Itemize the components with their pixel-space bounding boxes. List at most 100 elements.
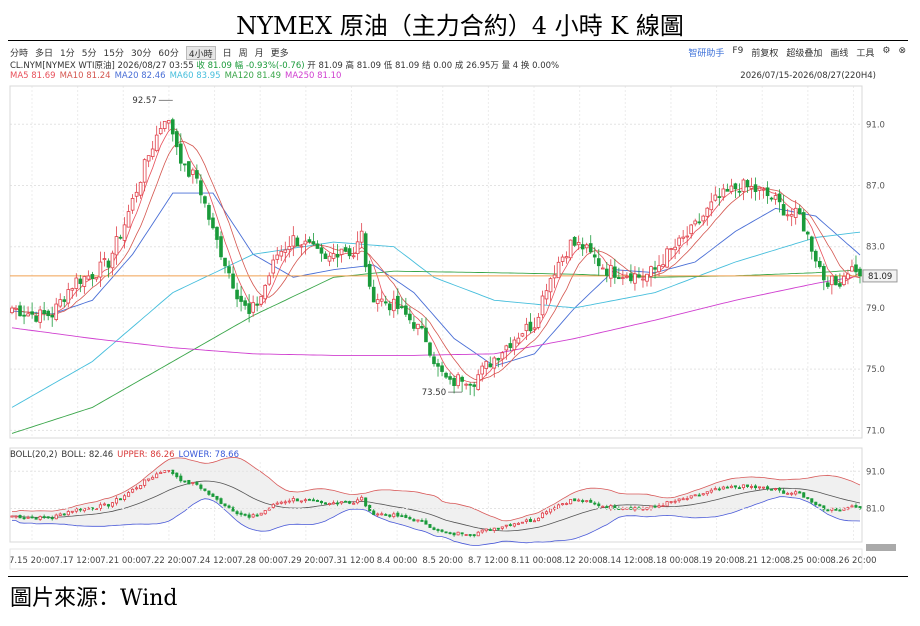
boll-candle-body-80 xyxy=(332,503,334,504)
candle-body-91 xyxy=(376,300,379,304)
boll-candle-body-200 xyxy=(815,502,817,504)
candle-body-171 xyxy=(698,222,701,223)
boll-candle-body-24 xyxy=(107,505,109,507)
boll-candle-body-178 xyxy=(726,487,728,488)
boll-candle-body-203 xyxy=(827,510,829,511)
boll-candle-body-160 xyxy=(654,506,656,507)
candle-body-156 xyxy=(638,275,641,277)
x-tick-16: 8.21 12:00 xyxy=(739,556,785,566)
boll-candle-body-46 xyxy=(196,483,198,485)
candle-body-63 xyxy=(264,285,267,298)
candle-body-13 xyxy=(63,300,66,302)
candle-body-110 xyxy=(453,378,456,385)
boll-candle-body-74 xyxy=(308,499,310,500)
boll-candle-body-23 xyxy=(103,504,105,505)
boll-candle-body-174 xyxy=(710,490,712,492)
boll-candle-body-197 xyxy=(803,493,805,498)
candle-body-120 xyxy=(493,358,496,368)
boll-candle-body-26 xyxy=(115,499,117,503)
candle-body-131 xyxy=(537,317,540,327)
boll-candle-body-3 xyxy=(23,518,25,519)
boll-candle-body-109 xyxy=(449,533,451,534)
boll-candle-body-79 xyxy=(328,503,330,504)
candle-body-41 xyxy=(175,132,178,147)
x-tick-7: 7.31 12:00 xyxy=(328,556,374,566)
candle-body-138 xyxy=(565,257,568,258)
candle-body-9 xyxy=(47,311,50,315)
boll-candle-body-71 xyxy=(296,499,298,501)
candle-body-96 xyxy=(396,296,399,308)
boll-candle-body-92 xyxy=(381,514,383,515)
boll-candle-body-131 xyxy=(537,518,539,520)
candle-body-164 xyxy=(670,249,673,250)
boll-candle-body-117 xyxy=(481,530,483,532)
x-tick-5: 7.28 00:00 xyxy=(237,556,283,566)
candle-body-107 xyxy=(441,366,444,372)
candle-body-106 xyxy=(437,364,440,367)
candle-body-50 xyxy=(212,218,215,228)
boll-candle-body-12 xyxy=(59,514,61,516)
candle-body-103 xyxy=(425,328,428,342)
boll-candle-body-43 xyxy=(184,481,186,482)
candle-body-199 xyxy=(810,237,813,251)
boll-candle-body-198 xyxy=(807,498,809,499)
boll-candle-body-68 xyxy=(284,502,286,503)
candle-body-23 xyxy=(103,259,106,260)
candle-body-139 xyxy=(569,240,572,258)
candle-body-94 xyxy=(388,304,391,310)
candle-body-203 xyxy=(826,283,829,287)
candle-body-119 xyxy=(489,364,492,367)
boll-candle-body-120 xyxy=(493,528,495,530)
candle-body-126 xyxy=(517,338,520,343)
candle-body-211 xyxy=(859,269,862,276)
candle-body-22 xyxy=(99,262,102,277)
boll-candle-body-193 xyxy=(787,493,789,494)
boll-candle-body-192 xyxy=(783,491,785,494)
candle-body-190 xyxy=(774,196,777,200)
candle-body-64 xyxy=(268,276,271,284)
ma-line-ma20 xyxy=(12,193,860,366)
candle-body-112 xyxy=(461,377,464,381)
boll-candle-body-86 xyxy=(357,500,359,503)
boll-candle-body-25 xyxy=(111,503,113,507)
boll-candle-body-133 xyxy=(545,512,547,514)
candle-body-141 xyxy=(577,242,580,244)
candle-body-201 xyxy=(818,261,821,266)
boll-candle-body-97 xyxy=(401,516,403,517)
candle-body-97 xyxy=(400,307,403,308)
last-price-label: 81.09 xyxy=(868,272,892,282)
candle-body-58 xyxy=(244,301,247,306)
x-tick-8: 8.4 00:00 xyxy=(377,556,418,566)
boll-candle-body-157 xyxy=(642,509,644,510)
boll-candle-body-85 xyxy=(352,503,354,504)
boll-candle-body-186 xyxy=(758,487,760,488)
boll-candle-body-49 xyxy=(208,491,210,494)
boll-candle-body-159 xyxy=(650,506,652,508)
boll-candle-body-40 xyxy=(172,470,174,473)
candle-body-1 xyxy=(15,308,18,309)
candle-body-26 xyxy=(115,237,118,255)
candle-body-111 xyxy=(457,375,460,386)
boll-candle-body-87 xyxy=(361,497,363,500)
boll-candle-body-34 xyxy=(148,479,150,480)
candle-body-2 xyxy=(19,306,22,316)
boll-y-tick-0: 91.0 xyxy=(866,467,885,477)
candle-body-182 xyxy=(742,180,745,191)
boll-candle-body-199 xyxy=(811,499,813,502)
candle-body-159 xyxy=(650,267,653,277)
candle-body-117 xyxy=(481,366,484,374)
scroll-handle[interactable] xyxy=(866,544,896,551)
candle-body-45 xyxy=(191,170,194,174)
candle-body-65 xyxy=(272,260,275,273)
boll-candle-body-94 xyxy=(389,515,391,516)
boll-candle-body-134 xyxy=(549,509,551,512)
candle-body-24 xyxy=(107,261,110,267)
candle-body-4 xyxy=(27,314,30,316)
candle-body-53 xyxy=(224,258,227,266)
boll-candle-body-55 xyxy=(232,508,234,511)
x-tick-4: 7.24 12:00 xyxy=(191,556,237,566)
boll-candle-body-91 xyxy=(377,514,379,515)
boll-candle-body-196 xyxy=(799,492,801,493)
candle-body-143 xyxy=(585,245,588,248)
